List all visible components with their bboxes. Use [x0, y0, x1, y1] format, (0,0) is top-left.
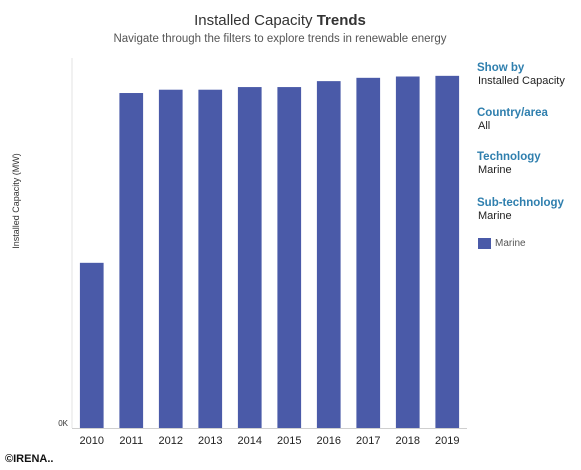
- bar-2016[interactable]: [316, 81, 341, 429]
- bar-2018[interactable]: [395, 76, 420, 429]
- copyright-text: ©IRENA..: [5, 453, 54, 465]
- filter-country-value[interactable]: All: [478, 120, 491, 132]
- bar-2013[interactable]: [198, 89, 223, 429]
- chart-title: Installed Capacity Trends: [70, 12, 490, 29]
- x-tick-label-2012: 2012: [159, 435, 183, 447]
- bar-2014[interactable]: [237, 87, 262, 428]
- filter-show-by-label[interactable]: Show by: [477, 62, 525, 74]
- y-tick-label: 0K: [58, 419, 68, 428]
- bar-2011[interactable]: [119, 93, 144, 429]
- filter-country-label[interactable]: Country/area: [477, 107, 548, 119]
- x-tick-label-2018: 2018: [396, 435, 420, 447]
- x-tick-label-2019: 2019: [435, 435, 459, 447]
- bar-2012[interactable]: [158, 89, 183, 429]
- x-tick-label-2017: 2017: [356, 435, 380, 447]
- chart-title-regular: Installed Capacity: [194, 12, 313, 29]
- legend-swatch-marine[interactable]: [478, 238, 491, 249]
- bar-2015[interactable]: [277, 87, 302, 428]
- filter-sub-technology-label[interactable]: Sub-technology: [477, 197, 564, 209]
- bar-2010[interactable]: [79, 262, 104, 428]
- filter-show-by-value[interactable]: Installed Capacity: [478, 75, 565, 87]
- legend-label-marine[interactable]: Marine: [495, 238, 526, 249]
- chart-subtitle: Navigate through the filters to explore …: [113, 33, 447, 45]
- filter-sub-technology-value[interactable]: Marine: [478, 210, 512, 222]
- bar-2017[interactable]: [356, 77, 381, 428]
- chart-title-bold: Trends: [316, 12, 366, 29]
- filter-technology-label[interactable]: Technology: [477, 151, 541, 163]
- x-tick-label-2011: 2011: [119, 435, 143, 447]
- x-tick-label-2014: 2014: [238, 435, 262, 447]
- bar-2019[interactable]: [435, 75, 460, 428]
- filter-technology-value[interactable]: Marine: [478, 164, 512, 176]
- x-tick-label-2010: 2010: [80, 435, 104, 447]
- x-tick-label-2013: 2013: [198, 435, 222, 447]
- x-tick-label-2016: 2016: [317, 435, 341, 447]
- x-tick-label-2015: 2015: [277, 435, 301, 447]
